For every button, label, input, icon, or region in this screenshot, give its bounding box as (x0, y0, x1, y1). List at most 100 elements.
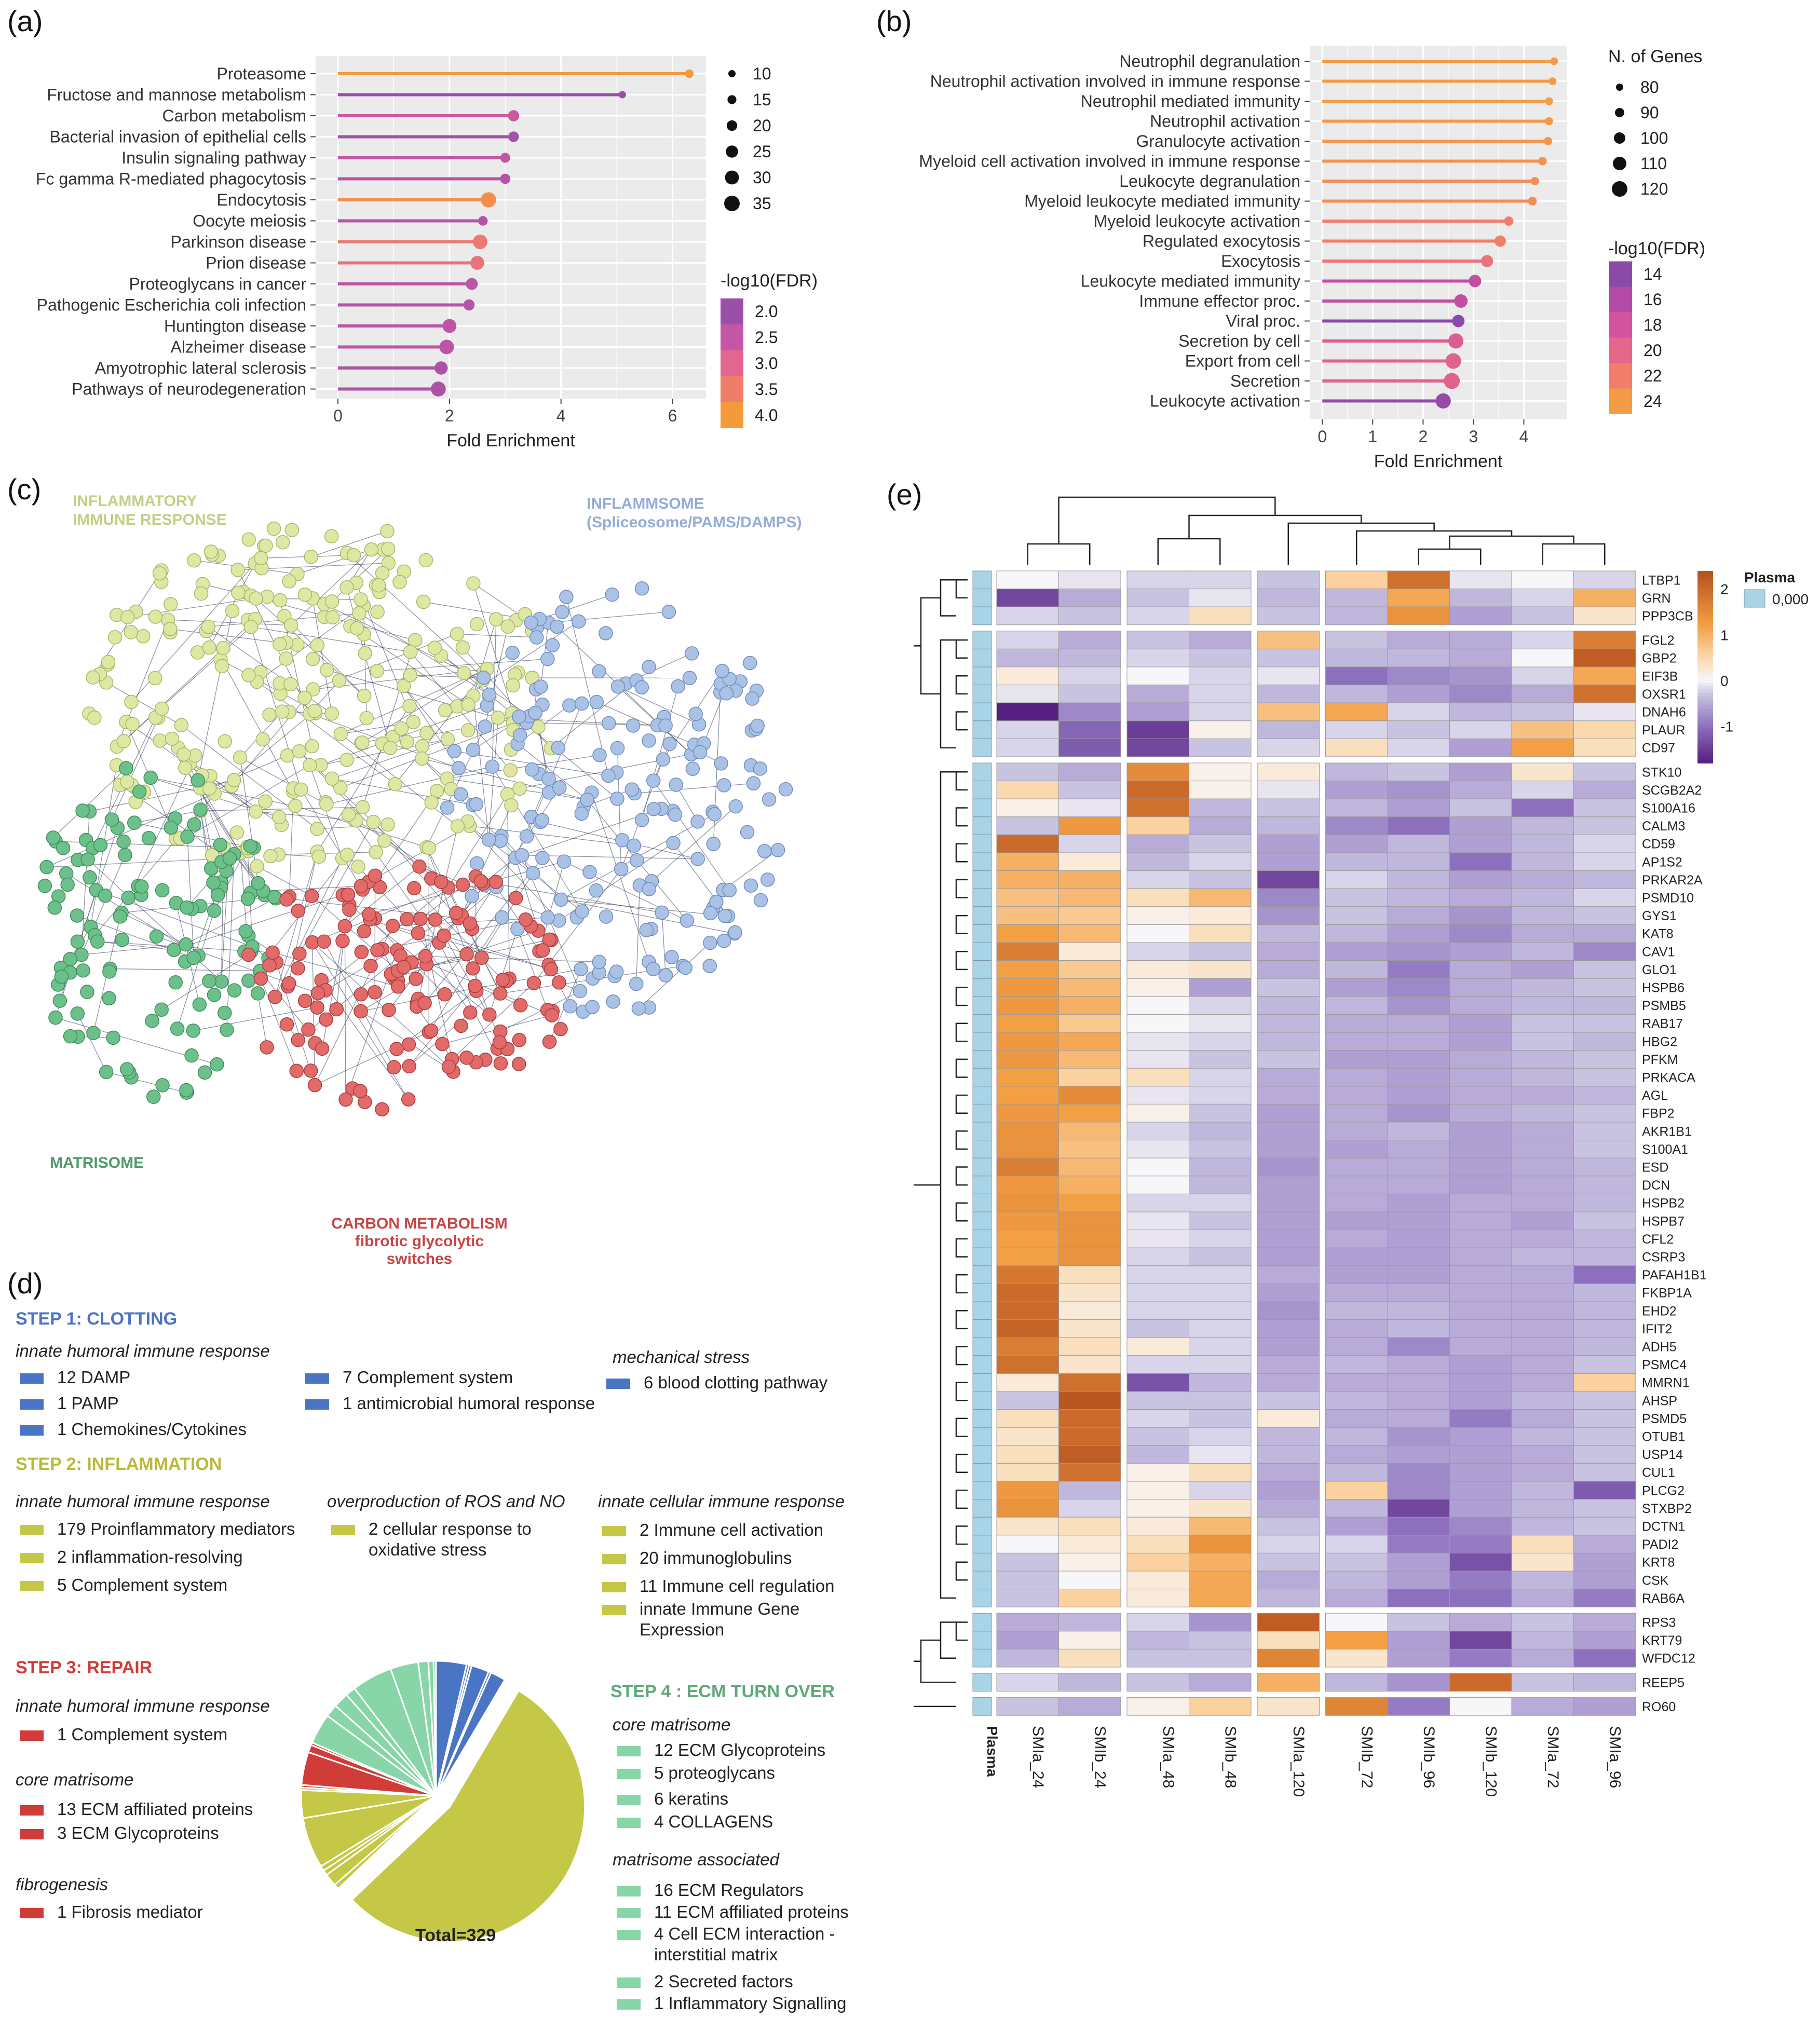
row-label: EHD2 (1642, 1304, 1677, 1318)
heatmap-cell (1387, 1157, 1450, 1177)
network-node (416, 594, 431, 609)
heatmap-cell (996, 816, 1059, 835)
label-inflammatory-immune-response: INFLAMMATORY IMMUNE RESPONSE (73, 493, 227, 528)
y-tick-label: Leukocyte degranulation (1119, 172, 1300, 190)
heatmap-cell (1573, 1673, 1636, 1692)
network-node (340, 848, 355, 862)
heatmap-cell (1511, 1697, 1574, 1716)
network-node (233, 750, 248, 765)
network-edge (297, 955, 401, 1041)
heatmap-cell (1189, 1140, 1252, 1158)
network-edge (309, 765, 343, 858)
network-edge (618, 686, 699, 725)
network-node (447, 744, 462, 759)
heatmap-cell (1189, 1103, 1252, 1123)
heatmap-cell (1257, 1373, 1320, 1392)
network-node (87, 710, 102, 725)
x-tick-label: 2 (1418, 427, 1428, 446)
lollipop-dot (1549, 77, 1557, 85)
color-legend-swatch (721, 298, 743, 324)
heatmap-cell (996, 996, 1059, 1015)
network-edge (561, 899, 728, 917)
heatmap-cell (996, 1068, 1059, 1087)
heatmap-cell (1449, 1247, 1512, 1266)
heatmap-cell (1058, 960, 1121, 979)
heatmap-cell (1325, 1697, 1388, 1716)
annotation-cell (972, 1193, 992, 1212)
lollipop-dot (472, 234, 487, 250)
network-node (716, 778, 731, 793)
annotation-cell (972, 702, 992, 721)
network-node (165, 731, 180, 746)
heatmap-cell (1058, 1517, 1121, 1536)
column-label: SMIa_72 (1544, 1726, 1561, 1788)
lollipop-dot (685, 69, 694, 78)
network-node (155, 883, 170, 898)
size-legend-label: 20 (753, 116, 771, 135)
heatmap-cell (1511, 589, 1574, 607)
network-node (368, 985, 382, 1000)
heatmap-cell (1387, 1247, 1450, 1266)
heatmap-cell (1257, 1230, 1320, 1248)
step2-title: STEP 2: INFLAMMATION (16, 1454, 222, 1474)
row-label: USP14 (1642, 1448, 1683, 1462)
y-tick-label: Immune effector proc. (1139, 292, 1300, 310)
heatmap-cell (1511, 762, 1574, 782)
network-node (392, 575, 407, 590)
heatmap-row-labels: LTBP1GRNPPP3CBFGL2GBP2EIF3BOXSR1DNAH6PLA… (1642, 573, 1707, 1714)
network-node (241, 668, 256, 683)
y-tick-label: Proteasome (216, 64, 306, 83)
network-node (627, 838, 641, 853)
lollipop-dot (1435, 393, 1451, 409)
network-node (136, 629, 151, 644)
network-node (728, 799, 743, 814)
network-node (310, 822, 324, 836)
heatmap-cell (1573, 1319, 1636, 1338)
network-node (355, 735, 370, 750)
heatmap-cell (1257, 1337, 1320, 1356)
heatmap-cell (1189, 924, 1252, 943)
network-node (668, 807, 683, 822)
annotation-cell (972, 1301, 992, 1320)
heatmap-cell (1257, 852, 1320, 871)
network-node (288, 799, 303, 813)
lollipop-dot (466, 278, 478, 290)
heatmap-cell (1257, 1499, 1320, 1518)
row-label: AGL (1642, 1088, 1668, 1103)
heatmap-cell (1573, 1283, 1636, 1302)
heatmap-cell (1449, 834, 1512, 853)
heatmap-cell (1189, 1319, 1252, 1338)
network-edge (66, 873, 199, 956)
network-edge (256, 605, 364, 683)
lollipop-dot (1504, 216, 1514, 226)
network-node (385, 919, 400, 933)
network-node (482, 1007, 497, 1022)
heatmap-cells (972, 570, 1636, 1716)
heatmap-cell (1511, 1122, 1574, 1141)
network-node (610, 792, 624, 806)
step2-item: 2 cellular response to oxidative stress (331, 1519, 532, 1560)
heatmap-cell (1325, 888, 1388, 907)
heatmap-cell (1257, 1211, 1320, 1231)
network-node (629, 853, 644, 868)
network-node (742, 656, 757, 671)
y-tick-label: Amyotrophic lateral sclerosis (95, 359, 306, 377)
network-node (284, 523, 300, 537)
network-node (535, 813, 550, 828)
network-node (719, 686, 734, 701)
network-node (690, 852, 705, 866)
network-node (291, 1033, 305, 1047)
heatmap-cell (1387, 1230, 1450, 1248)
color-legend-label: 16 (1644, 290, 1662, 309)
row-label: IFIT2 (1642, 1322, 1672, 1336)
heatmap-cell (996, 762, 1059, 782)
lollipop-dot (500, 173, 511, 184)
network-node (592, 954, 607, 970)
network-node (48, 1010, 63, 1025)
network-node (153, 733, 167, 748)
heatmap-cell (1126, 1481, 1189, 1500)
heatmap-cell (1387, 924, 1450, 943)
heatmap-cell (1449, 924, 1512, 943)
heatmap-cell (1126, 1648, 1189, 1668)
y-tick-label: Secretion by cell (1178, 332, 1300, 350)
